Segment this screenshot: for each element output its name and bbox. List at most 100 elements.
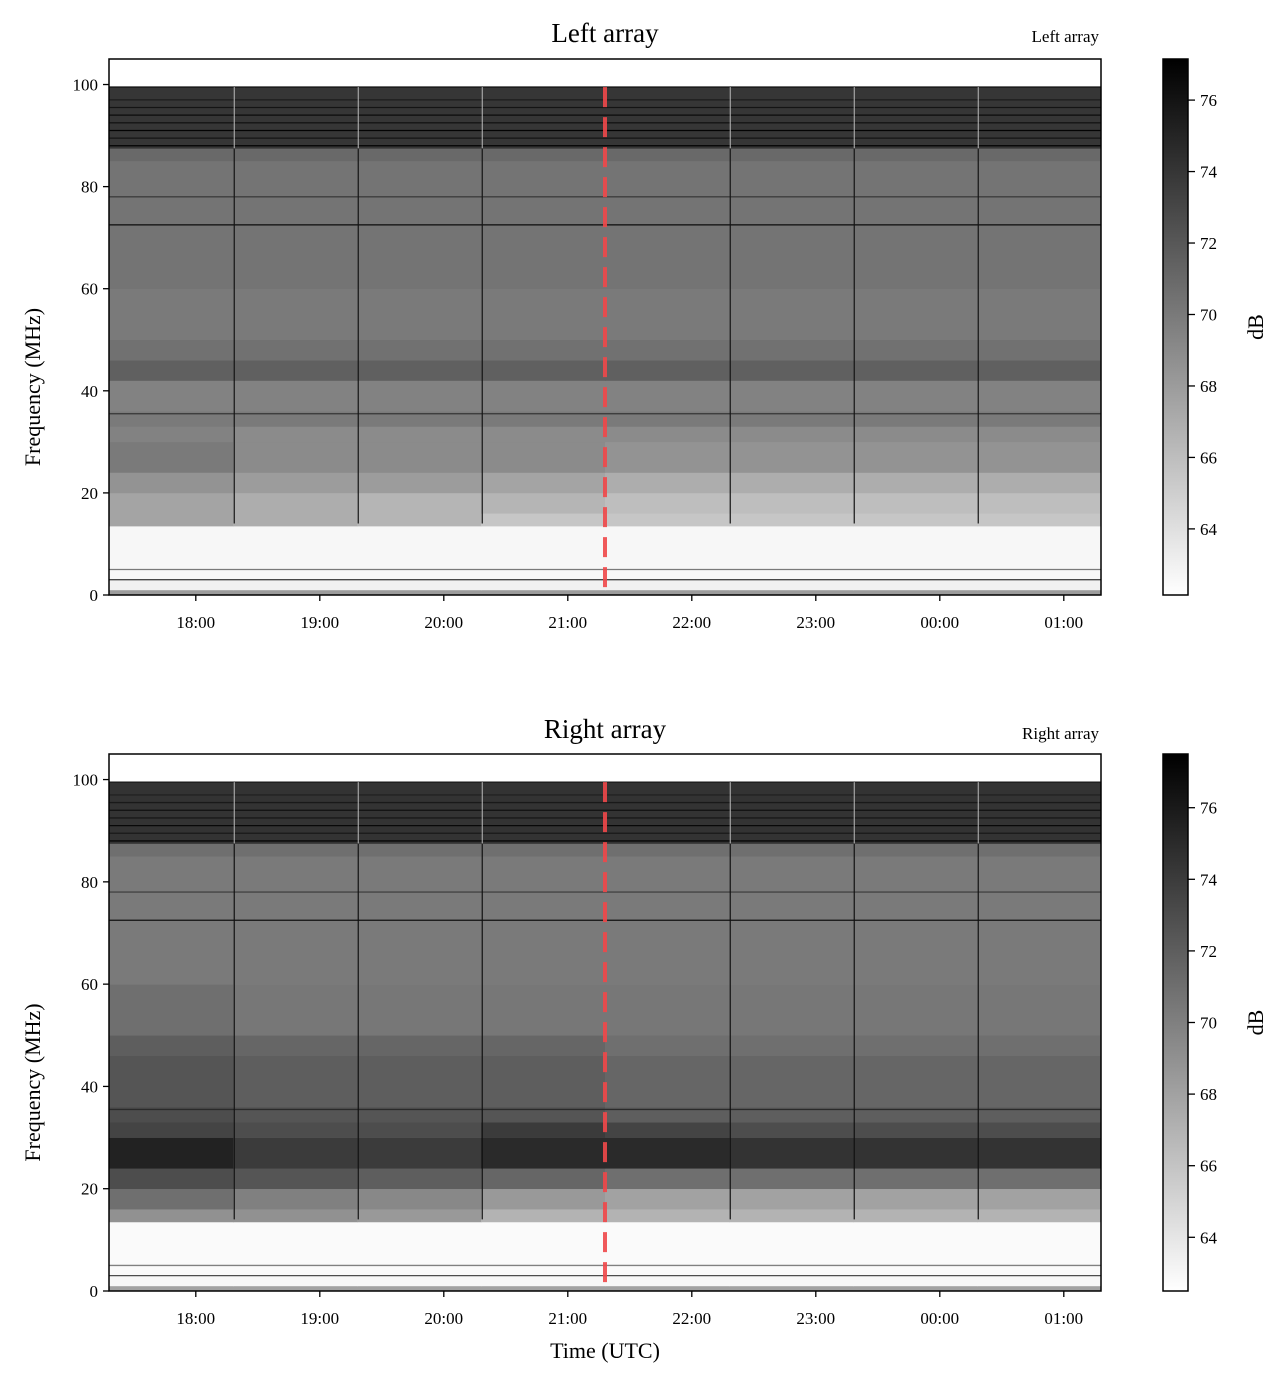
heatmap-cell — [481, 513, 606, 527]
heatmap-cell — [233, 843, 358, 857]
heatmap-cell — [977, 1168, 1102, 1190]
y-tick-label: 100 — [73, 76, 99, 95]
heatmap-cell — [357, 360, 482, 381]
heatmap-cell — [233, 579, 358, 591]
heatmap-cell — [481, 1275, 606, 1287]
heatmap-cell — [109, 1106, 234, 1123]
heatmap-cell — [109, 1137, 234, 1169]
heatmap-cell — [109, 1076, 234, 1108]
colorbar: 64 66 68 70 72 74 76 dB — [1162, 58, 1268, 596]
heatmap-cell — [109, 339, 234, 361]
colorbar-tick-label: 74 — [1200, 870, 1218, 889]
heatmap-cell — [605, 984, 730, 1036]
heatmap-cell — [605, 411, 730, 427]
heatmap-cell — [605, 426, 730, 443]
heatmap-cell — [357, 492, 482, 514]
heatmap-cell — [233, 1076, 358, 1108]
heatmap-cell — [109, 1221, 234, 1276]
heatmap-cell — [729, 526, 854, 580]
heatmap-cell — [729, 441, 854, 473]
heatmap-cell — [605, 1035, 730, 1057]
heatmap-cell — [977, 411, 1102, 427]
heatmap-cell — [481, 1035, 606, 1057]
heatmap-cell — [233, 526, 358, 580]
heatmap-cell — [853, 288, 978, 341]
heatmap-cell — [357, 1168, 482, 1190]
heatmap-cell — [109, 1055, 234, 1077]
heatmap-cell — [233, 426, 358, 443]
heatmap-cell — [481, 843, 606, 857]
x-tick-label: 23:00 — [796, 1309, 835, 1328]
heatmap-cell — [233, 411, 358, 427]
heatmap-cell — [233, 339, 358, 361]
heatmap-cell — [729, 1055, 854, 1077]
x-tick-label: 18:00 — [176, 613, 215, 632]
heatmap-cell — [977, 1209, 1102, 1223]
x-tick-label: 22:00 — [672, 1309, 711, 1328]
heatmap-cell — [977, 380, 1102, 412]
axes-frame — [108, 753, 1102, 1292]
heatmap-cell — [481, 1221, 606, 1276]
heatmap-cell — [357, 526, 482, 580]
heatmap-cell — [605, 339, 730, 361]
heatmap-cell — [357, 288, 482, 341]
y-tick-label: 100 — [73, 771, 99, 790]
heatmap-cell — [109, 526, 234, 580]
heatmap-cell — [729, 589, 854, 596]
heatmap-cell — [729, 1221, 854, 1276]
colorbar-gradient — [1162, 753, 1189, 1292]
heatmap-cell — [853, 492, 978, 514]
heatmap-cell — [729, 148, 854, 162]
y-tick-label: 0 — [90, 586, 99, 605]
heatmap-cell — [729, 513, 854, 527]
heatmap-cell — [233, 984, 358, 1036]
heatmap-cell — [853, 1188, 978, 1210]
heatmap-cell — [977, 1285, 1102, 1292]
heatmap-cell — [481, 984, 606, 1036]
heatmap-cell — [977, 87, 1102, 149]
heatmap-cell — [977, 1076, 1102, 1108]
heatmap-cell — [109, 1275, 234, 1287]
heatmap-cell — [605, 1122, 730, 1138]
heatmap-cell — [605, 589, 730, 596]
heatmap-cell — [109, 426, 234, 443]
heatmap-cell — [233, 1168, 358, 1190]
heatmap-cell — [729, 1275, 854, 1287]
colorbar-tick-label: 68 — [1200, 1085, 1217, 1104]
heatmap-cell — [729, 1106, 854, 1123]
heatmap-cell — [605, 1285, 730, 1292]
heatmap-cell — [977, 1275, 1102, 1287]
heatmap-cell — [357, 984, 482, 1036]
colorbar-tick-label: 70 — [1200, 305, 1217, 324]
heatmap-cell — [853, 589, 978, 596]
heatmap-cell — [853, 1168, 978, 1190]
y-tick-label: 0 — [90, 1282, 99, 1301]
heatmap-cell — [233, 513, 358, 527]
heatmap-cell — [853, 360, 978, 381]
heatmap-cell — [109, 1122, 234, 1138]
heatmap-cell — [605, 1188, 730, 1210]
heatmap-cell — [977, 492, 1102, 514]
heatmap-cell — [109, 148, 234, 162]
heatmap-cell — [605, 1209, 730, 1223]
x-tick-label: 00:00 — [920, 613, 959, 632]
heatmap-cell — [977, 782, 1102, 844]
heatmap-cell — [357, 513, 482, 527]
heatmap-cell — [605, 1137, 730, 1169]
heatmap — [109, 781, 1102, 1292]
heatmap-cell — [109, 589, 234, 596]
heatmap-cell — [729, 472, 854, 494]
heatmap-cell — [729, 87, 854, 149]
corner-label: Right array — [1022, 724, 1099, 743]
heatmap-cell — [357, 426, 482, 443]
y-tick-label: 20 — [81, 484, 98, 503]
heatmap-cell — [481, 360, 606, 381]
heatmap-cell — [233, 1055, 358, 1077]
heatmap-cell — [977, 513, 1102, 527]
heatmap-cell — [605, 1055, 730, 1077]
heatmap-cell — [481, 148, 606, 162]
heatmap-cell — [977, 1055, 1102, 1077]
y-axis-label: Frequency (MHz) — [20, 1003, 45, 1161]
heatmap-cell — [605, 1076, 730, 1108]
heatmap-cell — [853, 380, 978, 412]
